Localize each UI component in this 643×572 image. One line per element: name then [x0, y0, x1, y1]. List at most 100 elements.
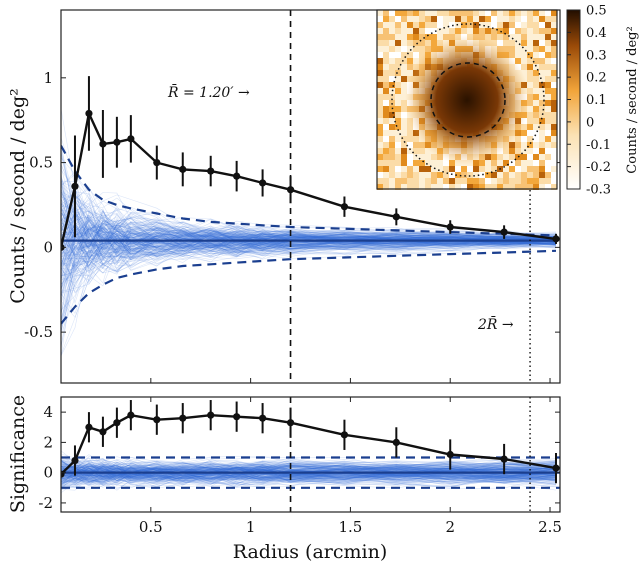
- inset-pixel: [479, 184, 485, 190]
- inset-pixel: [527, 94, 533, 100]
- data-point: [340, 203, 349, 211]
- y-tick-label: 0: [43, 238, 53, 256]
- inset-pixel: [497, 10, 503, 16]
- inset-pixel: [533, 118, 539, 124]
- profile-panel: -0.5 0 0.5 1 Counts / second / deg² R̄ = 1.…: [7, 9, 561, 384]
- inset-pixel: [395, 40, 401, 46]
- inset-pixel: [389, 124, 395, 130]
- inset-pixel: [401, 154, 407, 160]
- inset-pixel: [413, 184, 419, 190]
- inset-pixel: [383, 178, 389, 184]
- bootstrap-curve: [61, 458, 557, 479]
- bootstrap-curve: [61, 226, 557, 267]
- inset-pixel: [389, 64, 395, 70]
- inset-pixel: [551, 76, 557, 82]
- inset-pixel: [515, 160, 521, 166]
- inset-pixel: [401, 94, 407, 100]
- bootstrap-curve: [61, 206, 557, 315]
- inset-pixel: [545, 94, 551, 100]
- inset-pixel: [539, 76, 545, 82]
- inset-pixel: [389, 22, 395, 28]
- inset-pixel: [395, 118, 401, 124]
- inset-pixel: [545, 40, 551, 46]
- bootstrap-curve: [61, 108, 557, 259]
- bootstrap-curve: [61, 465, 557, 485]
- inset-pixel: [407, 28, 413, 34]
- inset-pixel: [539, 172, 545, 178]
- inset-pixel: [389, 172, 395, 178]
- inset-pixel: [407, 142, 413, 148]
- inset-pixel: [389, 10, 395, 16]
- bootstrap-curve: [61, 223, 557, 259]
- inset-pixel: [467, 172, 473, 178]
- inset-pixel: [527, 58, 533, 64]
- bootstrap-curve: [61, 226, 557, 274]
- bootstrap-curve: [61, 229, 557, 272]
- inset-pixel: [545, 154, 551, 160]
- bootstrap-curve: [61, 461, 557, 474]
- inset-pixel: [533, 34, 539, 40]
- inset-pixel: [413, 10, 419, 16]
- bootstrap-curve: [61, 227, 557, 255]
- bootstrap-curve: [61, 194, 557, 255]
- inset-pixel: [539, 154, 545, 160]
- inset-pixel: [383, 58, 389, 64]
- inset-pixel: [503, 184, 509, 190]
- bootstrap-curve: [61, 470, 557, 483]
- inset-pixel: [467, 178, 473, 184]
- bootstrap-curve: [61, 193, 557, 249]
- inset-pixel: [377, 178, 383, 184]
- inset-pixel: [491, 16, 497, 22]
- inset-pixel: [509, 160, 515, 166]
- bootstrap-curve: [61, 212, 557, 266]
- inset-pixel: [509, 22, 515, 28]
- bootstrap-curve: [61, 464, 557, 485]
- inset-pixel: [449, 22, 455, 28]
- bootstrap-curve: [61, 467, 557, 485]
- inset-pixel: [419, 28, 425, 34]
- bootstrap-curve: [61, 205, 557, 290]
- inset-pixel: [533, 22, 539, 28]
- inset-pixel: [527, 130, 533, 136]
- inset-pixel: [545, 124, 551, 130]
- inset-pixel: [383, 154, 389, 160]
- inset-pixel: [521, 40, 527, 46]
- inset-pixel: [503, 10, 509, 16]
- bootstrap-curve: [61, 208, 557, 258]
- inset-pixel: [527, 52, 533, 58]
- inset-pixel: [497, 154, 503, 160]
- inset-pixel: [437, 172, 443, 178]
- inset-pixel: [473, 10, 479, 16]
- bootstrap-curve: [61, 464, 557, 488]
- bootstrap-curve: [61, 237, 557, 288]
- inset-pixel: [533, 106, 539, 112]
- inset-pixel: [539, 184, 545, 190]
- inset-pixel: [515, 172, 521, 178]
- inset-pixel: [401, 58, 407, 64]
- bootstrap-curve: [61, 236, 557, 267]
- inset-pixel: [473, 16, 479, 22]
- reference-lines: [289, 10, 531, 383]
- inset-pixel: [503, 34, 509, 40]
- bootstrap-curve: [61, 465, 557, 491]
- inset-pixel: [383, 16, 389, 22]
- bootstrap-curve: [61, 217, 557, 269]
- inset-pixel: [419, 40, 425, 46]
- inset-pixel: [485, 184, 491, 190]
- inset-pixel: [551, 28, 557, 34]
- bootstrap-curve: [61, 228, 557, 267]
- data-point: [127, 411, 135, 419]
- bootstrap-curve: [61, 464, 557, 478]
- significance-x-ticks: 0.5 1 1.5 2 2.5: [139, 397, 562, 536]
- x-axis-label: Radius (arcmin): [233, 541, 388, 563]
- inset-pixel: [527, 82, 533, 88]
- inset-pixel: [389, 58, 395, 64]
- bootstrap-curve: [61, 462, 557, 491]
- bootstrap-curve: [61, 207, 557, 289]
- bootstrap-curve: [61, 199, 557, 254]
- inset-pixel: [413, 46, 419, 52]
- inset-pixel: [545, 46, 551, 52]
- bootstrap-curve: [61, 227, 557, 298]
- inset-pixel: [515, 52, 521, 58]
- inset-pixel: [461, 28, 467, 34]
